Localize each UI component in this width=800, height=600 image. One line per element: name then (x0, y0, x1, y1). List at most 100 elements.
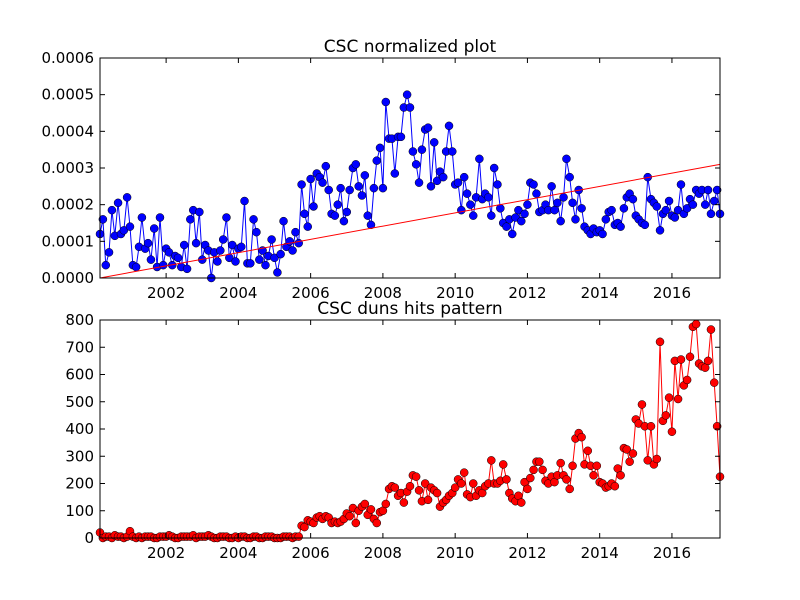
marker (414, 178, 424, 187)
marker (267, 235, 276, 244)
marker (487, 211, 496, 220)
marker (429, 138, 439, 147)
marker (703, 185, 713, 195)
marker (101, 260, 111, 270)
y-tick-label: 600 (65, 366, 94, 384)
marker (390, 169, 400, 178)
marker (182, 264, 192, 274)
marker (195, 207, 204, 217)
marker (339, 216, 349, 226)
marker (143, 238, 153, 248)
marker (303, 222, 313, 231)
marker (218, 235, 228, 244)
marker (351, 160, 361, 169)
x-tick-label: 2012 (508, 544, 546, 562)
marker (306, 174, 315, 184)
marker (637, 400, 647, 409)
marker (155, 213, 165, 222)
marker (571, 215, 580, 224)
y-tick-label: 0.0003 (42, 159, 95, 177)
marker (688, 200, 698, 209)
marker (399, 498, 409, 507)
marker (523, 484, 532, 494)
x-tick-label: 2002 (147, 284, 185, 302)
y-tick-label: 700 (65, 338, 94, 356)
marker (619, 204, 629, 213)
marker (556, 458, 565, 468)
marker (547, 182, 556, 191)
y-tick-label: 0.0001 (42, 232, 95, 250)
marker (565, 484, 574, 494)
marker (402, 90, 412, 99)
marker (294, 238, 303, 248)
marker (276, 249, 285, 259)
marker (498, 460, 508, 469)
marker (357, 191, 367, 200)
marker (366, 505, 376, 514)
marker (131, 262, 141, 272)
marker (240, 196, 249, 206)
marker (535, 457, 544, 466)
x-tick-label: 2006 (292, 544, 330, 562)
marker (213, 257, 222, 266)
marker (628, 194, 638, 204)
x-tick-label: 2006 (292, 284, 330, 302)
marker (583, 446, 593, 456)
marker (709, 196, 719, 206)
y-tick-label: 100 (65, 502, 94, 520)
marker (252, 227, 261, 237)
marker (520, 209, 529, 219)
marker (610, 481, 620, 491)
marker (462, 189, 472, 198)
marker (309, 202, 318, 211)
marker (104, 248, 114, 257)
marker (321, 161, 331, 171)
marker (294, 532, 303, 541)
marker (300, 522, 309, 532)
marker (246, 259, 255, 268)
marker (330, 211, 340, 220)
marker (712, 185, 722, 195)
marker (336, 183, 345, 193)
x-tick-label: 2014 (581, 544, 619, 562)
x-tick-label: 2016 (653, 284, 691, 302)
y-tick-label: 0 (84, 529, 94, 547)
marker (457, 479, 466, 488)
trend-line (99, 163, 721, 279)
marker (682, 375, 692, 385)
chart-title: CSC duns hits pattern (317, 299, 502, 319)
marker (186, 215, 195, 224)
marker (191, 238, 201, 248)
marker (703, 356, 713, 366)
marker (538, 465, 547, 475)
marker (577, 204, 586, 213)
marker (351, 518, 361, 528)
marker (592, 461, 602, 471)
x-tick-label: 2002 (147, 544, 185, 562)
marker (396, 132, 406, 142)
marker (390, 483, 400, 492)
marker (420, 479, 430, 488)
marker (598, 229, 607, 239)
marker (691, 319, 701, 329)
marker (655, 337, 665, 347)
marker (291, 227, 300, 237)
marker (601, 215, 611, 224)
x-tick-label: 2004 (219, 544, 257, 562)
marker (532, 189, 541, 198)
marker (459, 172, 469, 182)
marker (457, 205, 466, 215)
marker (149, 224, 159, 233)
marker (450, 483, 460, 492)
marker (550, 205, 559, 215)
marker (98, 215, 108, 224)
marker (366, 220, 376, 230)
marker (616, 471, 625, 480)
marker (625, 457, 634, 466)
marker (502, 475, 511, 484)
marker (664, 196, 674, 206)
marker (676, 180, 686, 189)
marker (107, 205, 117, 215)
marker (562, 475, 571, 484)
